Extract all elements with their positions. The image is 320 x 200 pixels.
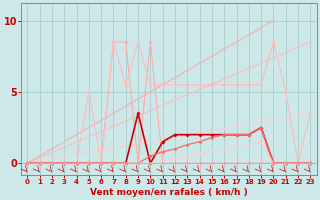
X-axis label: Vent moyen/en rafales ( km/h ): Vent moyen/en rafales ( km/h ) xyxy=(90,188,248,197)
